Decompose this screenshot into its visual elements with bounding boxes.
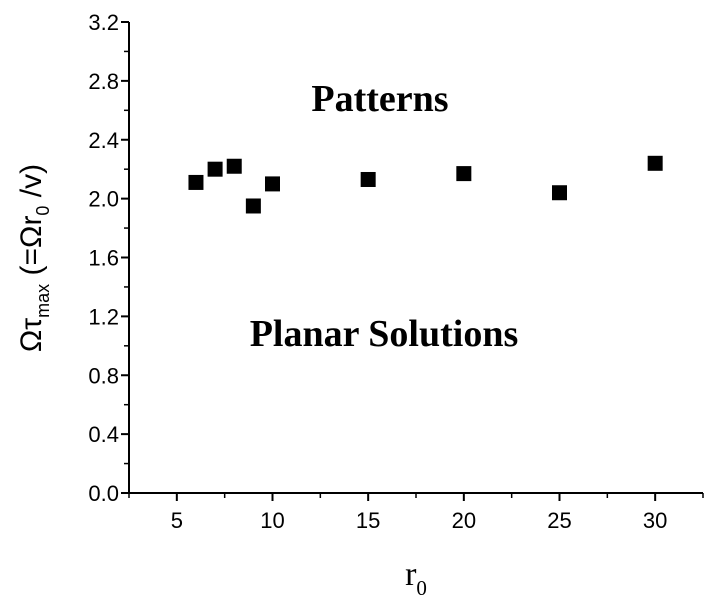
- x-tick-label: 25: [547, 508, 571, 533]
- x-tick-label: 15: [356, 508, 380, 533]
- annotation-patterns: Patterns: [311, 78, 448, 120]
- x-axis-ticks: 5 10 15 20 25 30: [128, 493, 704, 533]
- data-point: [265, 176, 280, 192]
- y-axis-ticks: 0.0 0.4 0.8 1.2 1.6 2.0 2.4 2.8 3.2: [88, 10, 129, 506]
- y-axis-label-sub2: 0: [33, 206, 53, 216]
- y-tick-label: 2.8: [88, 69, 119, 94]
- data-point: [647, 155, 663, 171]
- data-point: [188, 174, 204, 190]
- y-axis-label-part2: (=Ωr: [15, 216, 48, 284]
- x-axis-label-subscript: 0: [416, 576, 427, 600]
- x-tick-label: 30: [643, 508, 667, 533]
- annotation-planar-solutions: Planar Solutions: [250, 313, 519, 355]
- data-point: [245, 198, 261, 214]
- x-tick-label: 5: [171, 508, 183, 533]
- y-tick-label: 0.4: [88, 422, 119, 447]
- data-point: [207, 161, 223, 177]
- y-tick-label: 0.8: [88, 363, 119, 388]
- y-axis-label-part3: /v): [15, 164, 48, 206]
- y-tick-label: 2.0: [88, 187, 119, 212]
- data-point: [360, 171, 376, 187]
- y-tick-label: 1.6: [88, 246, 119, 271]
- data-points: [188, 155, 663, 214]
- y-axis-label-part1: Ωτ: [15, 318, 48, 352]
- x-tick-label: 20: [452, 508, 476, 533]
- y-tick-label: 1.2: [88, 304, 119, 329]
- y-tick-label: 0.0: [88, 481, 119, 506]
- y-axis-label: Ωτmax (=Ωr0 /v): [15, 164, 53, 352]
- x-axis-label: r0: [405, 556, 427, 600]
- y-tick-label: 3.2: [88, 10, 119, 35]
- y-axis-label-sub1: max: [33, 284, 53, 318]
- data-point: [552, 185, 567, 201]
- x-tick-label: 10: [260, 508, 284, 533]
- data-point: [456, 166, 472, 182]
- x-axis-label-base: r: [405, 556, 417, 593]
- y-tick-label: 2.4: [88, 128, 119, 153]
- data-point: [226, 158, 242, 174]
